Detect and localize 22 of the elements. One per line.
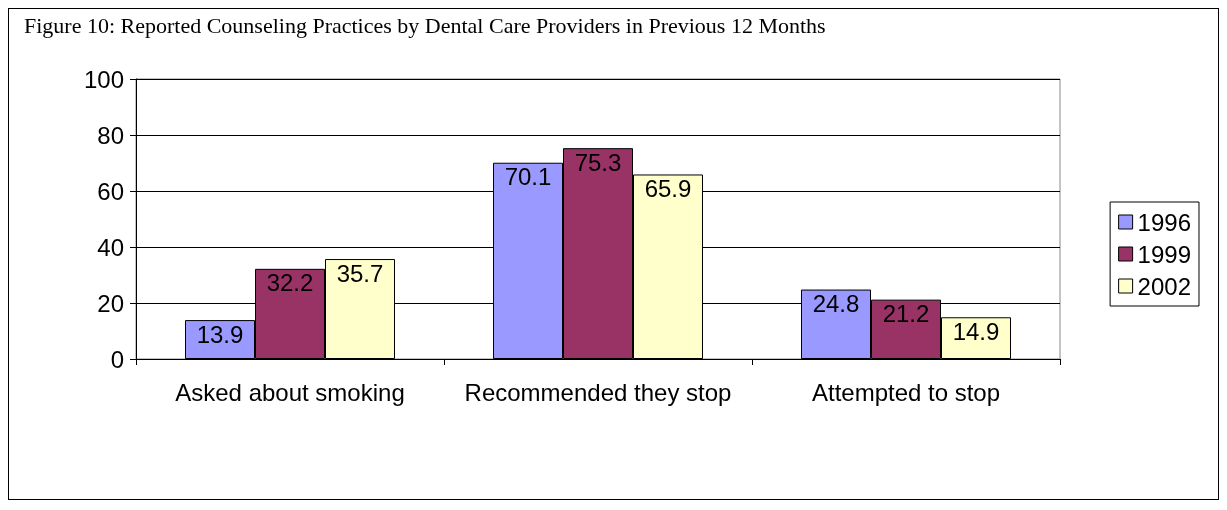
x-tick-label: Asked about smoking — [175, 378, 405, 406]
data-label: 32.2 — [266, 269, 314, 297]
legend-label: 2002 — [1137, 272, 1191, 300]
y-tick-label: 40 — [97, 233, 124, 261]
data-label: 70.1 — [504, 163, 552, 191]
data-label: 24.8 — [812, 290, 860, 318]
y-tick-label: 20 — [97, 289, 124, 317]
legend-label: 1999 — [1137, 240, 1191, 268]
data-label: 65.9 — [644, 174, 692, 202]
y-tick-label: 100 — [83, 65, 124, 93]
data-label: 75.3 — [574, 148, 622, 176]
x-tick-label: Attempted to stop — [811, 378, 1001, 406]
data-label: 35.7 — [336, 259, 384, 287]
y-tick-label: 0 — [110, 345, 124, 373]
data-label: 14.9 — [952, 317, 1000, 345]
x-tick-label: Recommended they stop — [464, 378, 732, 406]
data-label: 13.9 — [196, 320, 244, 348]
legend-label: 1996 — [1137, 208, 1191, 236]
y-tick-label: 60 — [97, 177, 124, 205]
chart-title: Figure 10: Reported Counseling Practices by Dental Care Providers in Previous 12 Months — [24, 12, 826, 38]
y-tick-label: 80 — [97, 121, 124, 149]
data-label: 21.2 — [882, 300, 930, 328]
